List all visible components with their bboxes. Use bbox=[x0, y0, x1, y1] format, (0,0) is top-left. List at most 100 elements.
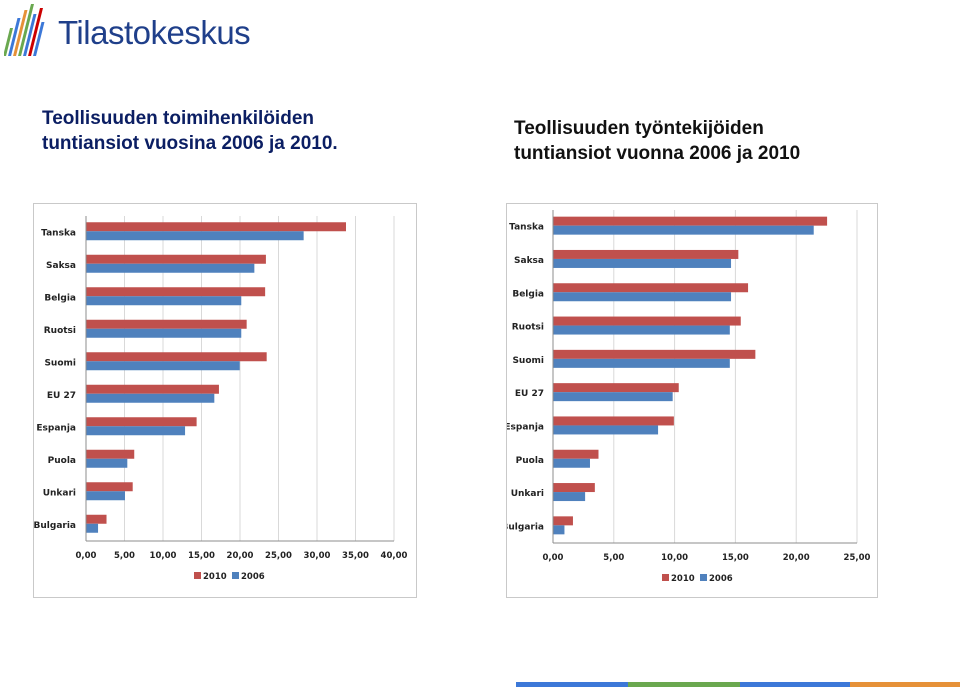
stripe-blue bbox=[516, 682, 628, 687]
right-bar-2010 bbox=[553, 449, 599, 459]
right-category-label: Tanska bbox=[509, 223, 544, 233]
left-category-label: Tanska bbox=[41, 228, 76, 238]
bottom-color-stripe bbox=[516, 682, 960, 687]
right-bar-chart: 0,00 5,00 10,00 15,00 20,00 25,00 Tanska Saksa B… bbox=[506, 203, 878, 598]
right-category-label: Belgia bbox=[512, 289, 544, 299]
right-category-label: Ruotsi bbox=[512, 323, 544, 333]
left-category-label: Espanja bbox=[36, 423, 76, 433]
left-category-label: Ruotsi bbox=[44, 326, 76, 336]
left-x-tick-label: 10,00 bbox=[150, 551, 177, 561]
left-bar-2006 bbox=[86, 491, 125, 501]
left-bar-2010 bbox=[86, 352, 267, 362]
left-bar-2010 bbox=[86, 254, 266, 264]
right-category-label: Espanja bbox=[507, 422, 544, 432]
right-bar-2006 bbox=[553, 458, 590, 468]
left-bar-2006 bbox=[86, 393, 215, 403]
right-legend-swatch bbox=[700, 574, 707, 581]
left-bar-2006 bbox=[86, 296, 242, 306]
left-category-label: Puola bbox=[48, 456, 76, 466]
left-bar-2010 bbox=[86, 482, 133, 492]
right-bar-2006 bbox=[553, 392, 673, 402]
logo-mark-icon bbox=[3, 4, 45, 56]
right-bar-2010 bbox=[553, 383, 679, 393]
stripe-blue-2 bbox=[740, 682, 850, 687]
right-x-tick-label: 5,00 bbox=[603, 553, 624, 563]
left-chart-svg: 0,00 5,00 10,00 15,00 20,00 25,00 30,00 35,00 40… bbox=[34, 216, 408, 582]
right-bar-2010 bbox=[553, 316, 741, 326]
left-category-label: Belgia bbox=[44, 293, 76, 303]
logo-text: Tilastokeskus bbox=[58, 14, 251, 51]
left-x-tick-label: 40,00 bbox=[381, 551, 408, 561]
right-bar-2006 bbox=[553, 525, 565, 535]
right-bar-2006 bbox=[553, 425, 659, 435]
right-bar-2010 bbox=[553, 283, 749, 293]
stripe-orange bbox=[850, 682, 960, 687]
tilastokeskus-logo[interactable]: Tilastokeskus bbox=[3, 4, 264, 64]
right-bar-2006 bbox=[553, 292, 732, 302]
right-x-tick-label: 0,00 bbox=[543, 553, 564, 563]
left-bar-2006 bbox=[86, 361, 240, 371]
left-x-tick-label: 30,00 bbox=[304, 551, 331, 561]
right-bar-2006 bbox=[553, 225, 814, 235]
right-x-tick-label: 15,00 bbox=[722, 553, 749, 563]
right-title-line-1: Teollisuuden työntekijöiden bbox=[514, 118, 764, 139]
left-x-tick-label: 15,00 bbox=[188, 551, 215, 561]
right-bar-2010 bbox=[553, 516, 573, 526]
right-category-label: EU 27 bbox=[515, 389, 544, 399]
left-category-label: Unkari bbox=[43, 488, 76, 498]
right-title-line-2: tuntiansiot vuonna 2006 ja 2010 bbox=[514, 143, 801, 164]
right-bar-2006 bbox=[553, 325, 730, 335]
left-x-tick-label: 25,00 bbox=[265, 551, 292, 561]
left-bar-2010 bbox=[86, 384, 219, 394]
right-category-label: Saksa bbox=[514, 256, 544, 266]
right-bar-2010 bbox=[553, 483, 595, 493]
left-bar-2010 bbox=[86, 514, 107, 524]
left-x-tick-label: 0,00 bbox=[76, 551, 97, 561]
right-x-tick-label: 10,00 bbox=[661, 553, 688, 563]
right-bar-2006 bbox=[553, 258, 732, 268]
left-x-tick-label: 5,00 bbox=[114, 551, 135, 561]
left-chart-title: Teollisuuden toimihenkilöiden tuntiansio… bbox=[42, 106, 338, 156]
left-category-label: EU 27 bbox=[47, 391, 76, 401]
left-bar-chart: 0,00 5,00 10,00 15,00 20,00 25,00 30,00 35,00 40… bbox=[33, 203, 417, 598]
left-bar-2010 bbox=[86, 319, 247, 329]
left-bar-2006 bbox=[86, 458, 128, 468]
left-bar-2010 bbox=[86, 222, 346, 232]
left-legend-swatch bbox=[194, 572, 201, 579]
right-legend-label: 2010 bbox=[671, 574, 695, 584]
right-bar-2010 bbox=[553, 249, 739, 259]
right-bar-2010 bbox=[553, 416, 674, 426]
left-bar-2006 bbox=[86, 328, 242, 338]
left-bar-2010 bbox=[86, 449, 135, 459]
left-category-label: Bulgaria bbox=[34, 521, 76, 531]
stripe-green bbox=[628, 682, 740, 687]
right-x-tick-label: 25,00 bbox=[844, 553, 871, 563]
left-bar-2006 bbox=[86, 263, 255, 273]
right-category-label: Unkari bbox=[511, 489, 544, 499]
right-category-label: Bulgaria bbox=[507, 522, 544, 532]
left-bar-2006 bbox=[86, 231, 304, 241]
right-category-label: Puola bbox=[516, 456, 544, 466]
right-legend-label: 2006 bbox=[709, 574, 733, 584]
right-bar-2010 bbox=[553, 216, 828, 226]
left-bar-2006 bbox=[86, 426, 186, 436]
right-category-label: Suomi bbox=[512, 356, 544, 366]
left-bar-2006 bbox=[86, 523, 99, 533]
right-bar-2010 bbox=[553, 349, 756, 359]
left-x-tick-label: 20,00 bbox=[227, 551, 254, 561]
left-bar-2010 bbox=[86, 417, 197, 427]
left-bar-2010 bbox=[86, 287, 266, 297]
right-chart-title: Teollisuuden työntekijöiden tuntiansiot … bbox=[514, 116, 800, 166]
right-bar-2006 bbox=[553, 358, 730, 368]
left-title-line-2: tuntiansiot vuosina 2006 ja 2010. bbox=[42, 133, 338, 154]
left-category-label: Saksa bbox=[46, 261, 76, 271]
right-bar-2006 bbox=[553, 492, 586, 502]
left-legend-label: 2010 bbox=[203, 572, 227, 582]
right-chart-svg: 0,00 5,00 10,00 15,00 20,00 25,00 Tanska Saksa B… bbox=[507, 210, 871, 584]
left-category-label: Suomi bbox=[44, 358, 76, 368]
left-x-tick-label: 35,00 bbox=[342, 551, 369, 561]
left-legend-label: 2006 bbox=[241, 572, 265, 582]
left-legend-swatch bbox=[232, 572, 239, 579]
right-legend-swatch bbox=[662, 574, 669, 581]
left-title-line-1: Teollisuuden toimihenkilöiden bbox=[42, 108, 314, 129]
